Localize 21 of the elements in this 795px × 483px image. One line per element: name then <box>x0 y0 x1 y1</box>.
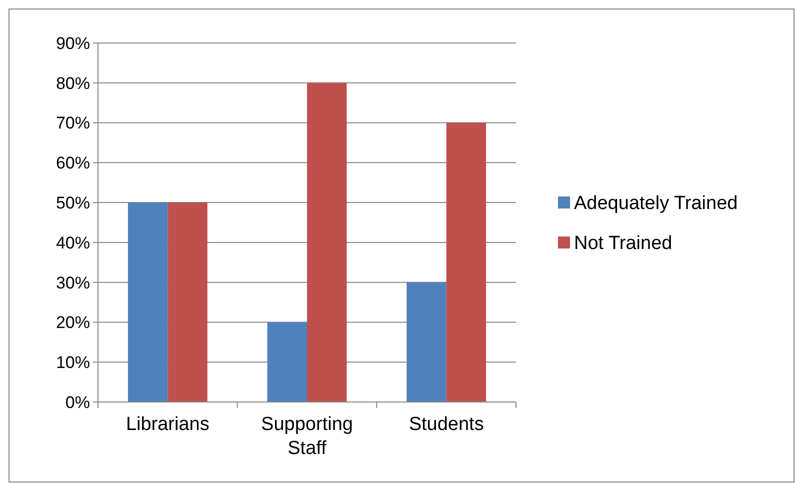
y-tick-label: 70% <box>56 114 90 133</box>
y-tick-label: 40% <box>56 233 90 252</box>
bar <box>267 322 307 402</box>
y-tick-label: 60% <box>56 154 90 173</box>
y-tick-label: 30% <box>56 273 90 292</box>
bar <box>307 82 347 402</box>
bar <box>168 202 208 402</box>
legend-label: Not Trained <box>574 233 672 254</box>
bar <box>446 122 486 402</box>
bar <box>406 282 446 402</box>
y-tick-label: 50% <box>56 194 90 213</box>
y-tick-label: 20% <box>56 313 90 332</box>
y-tick-label: 90% <box>56 34 90 53</box>
legend-label: Adequately Trained <box>574 193 738 214</box>
y-tick-label: 0% <box>65 392 90 412</box>
bar <box>128 202 168 402</box>
y-tick-label: 10% <box>56 353 90 372</box>
x-tick-label: Supporting Staff <box>261 414 353 459</box>
x-tick-label: Librarians <box>126 414 210 435</box>
y-tick-label: 80% <box>56 74 90 93</box>
x-tick-label: Students <box>408 414 484 435</box>
